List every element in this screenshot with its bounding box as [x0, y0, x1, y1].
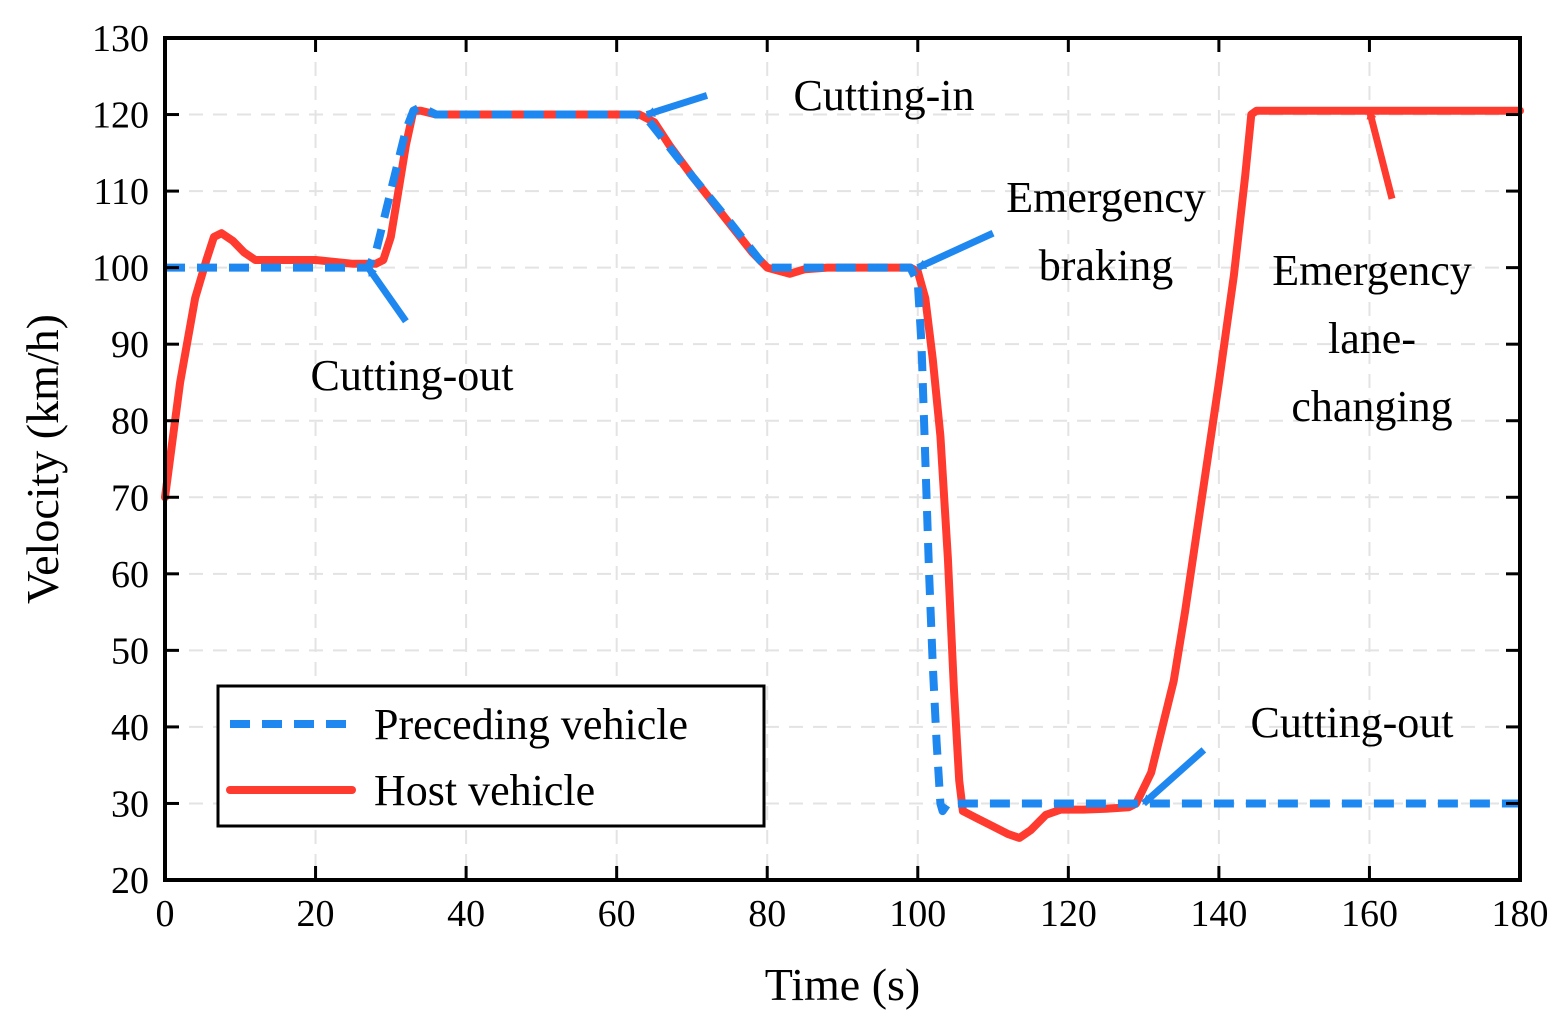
annotation-0: Cutting-out — [311, 265, 514, 400]
y-tick-label-20: 20 — [111, 860, 149, 902]
annotation-text-4-1: lane- — [1328, 314, 1416, 363]
x-tick-label-0: 0 — [156, 893, 175, 935]
plot-frame — [163, 36, 1522, 882]
y-tick-label-130: 130 — [92, 18, 149, 60]
annotation-text-4-2: changing — [1291, 382, 1452, 431]
y-tick-label-90: 90 — [111, 324, 149, 366]
annotation-arrow-0 — [365, 265, 409, 324]
y-tick-label-110: 110 — [93, 171, 149, 213]
legend: Preceding vehicle Host vehicle — [216, 684, 766, 828]
legend-box — [216, 684, 766, 828]
y-tick-label-70: 70 — [111, 477, 149, 519]
annotation-text-2-1: braking — [1039, 241, 1173, 290]
x-tick-label-20: 20 — [297, 893, 335, 935]
y-axis-title: Velocity (km/h) — [17, 314, 68, 604]
x-tick-label-160: 160 — [1341, 893, 1398, 935]
y-tick-label-50: 50 — [111, 630, 149, 672]
x-tick-label-120: 120 — [1040, 893, 1097, 935]
y-tick-label-100: 100 — [92, 248, 149, 290]
y-tick-label-60: 60 — [111, 554, 149, 596]
legend-label-preceding-vehicle: Preceding vehicle — [374, 700, 688, 749]
x-tick-label-40: 40 — [447, 893, 485, 935]
series-line-preceding-vehicle — [165, 102, 1520, 816]
series-layer — [161, 102, 1524, 842]
ticks: 0 20 40 60 80 100 120 140 160 1802030405060708090… — [92, 18, 1549, 935]
annotation-arrow-4 — [1366, 108, 1396, 200]
annotation-text-2-0: Emergency — [1006, 173, 1206, 222]
annotation-2: Emergency braking — [915, 173, 1206, 290]
annotation-1: Cutting-in — [644, 71, 975, 120]
x-axis-title: Time (s) — [765, 959, 921, 1010]
y-tick-label-80: 80 — [111, 401, 149, 443]
x-tick-label-60: 60 — [598, 893, 636, 935]
annotation-text-3-0: Cutting-out — [1251, 698, 1454, 747]
y-tick-label-40: 40 — [111, 707, 149, 749]
y-tick-label-30: 30 — [111, 783, 149, 825]
annotations: Cutting-out Cutting-in Emergency braking Cut… — [311, 71, 1472, 807]
annotation-arrow-1 — [644, 92, 709, 118]
x-tick-label-180: 180 — [1492, 893, 1549, 935]
annotation-text-0-0: Cutting-out — [311, 351, 514, 400]
annotation-4: Emergency lane-changing — [1272, 108, 1472, 431]
x-tick-label-80: 80 — [748, 893, 786, 935]
annotation-3: Cutting-out — [1141, 698, 1454, 807]
annotation-text-1-0: Cutting-in — [794, 71, 975, 120]
x-tick-label-140: 140 — [1190, 893, 1247, 935]
annotation-arrow-2 — [915, 230, 995, 271]
legend-label-host-vehicle: Host vehicle — [374, 766, 595, 815]
y-tick-label-120: 120 — [92, 95, 149, 137]
annotation-text-4-0: Emergency — [1272, 246, 1472, 295]
x-tick-label-100: 100 — [889, 893, 946, 935]
annotation-arrow-3 — [1141, 747, 1207, 807]
